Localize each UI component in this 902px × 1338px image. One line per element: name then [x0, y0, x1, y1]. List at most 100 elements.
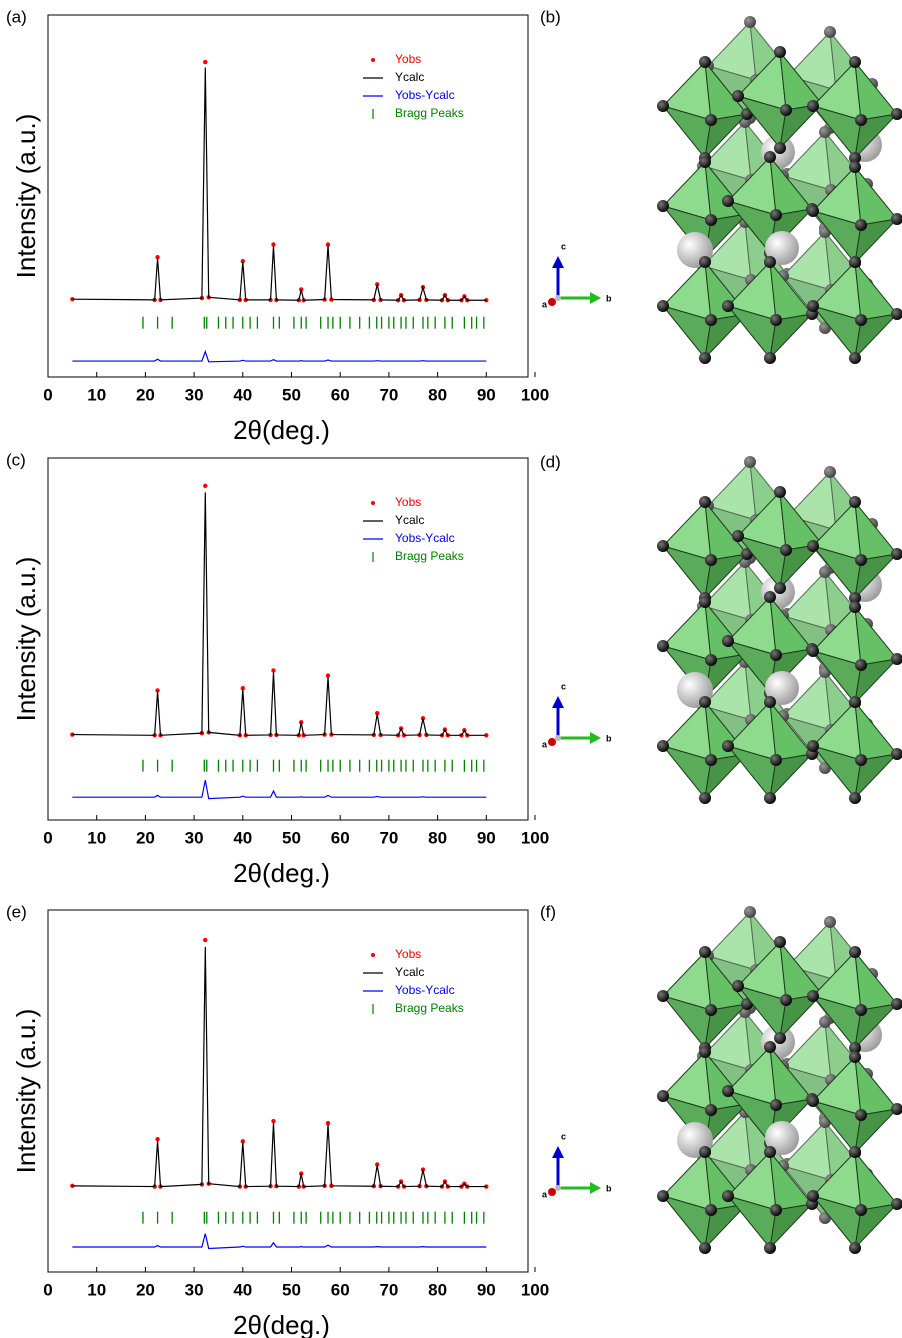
legend-label: Yobs [395, 495, 421, 509]
x-tick-label: 60 [331, 1280, 350, 1299]
plot-frame [47, 909, 529, 1273]
x-tick-label: 90 [477, 1280, 496, 1299]
legend-label: Yobs-Ycalc [395, 531, 455, 545]
axis-label: b [606, 733, 612, 743]
x-tick-label: 80 [428, 828, 447, 847]
x-tick-label: 0 [43, 1280, 52, 1299]
data-point [155, 688, 160, 693]
x-tick-label: 0 [43, 385, 52, 404]
x-tick-label: 60 [331, 828, 350, 847]
series-line [72, 67, 487, 301]
panel-label: (b) [540, 7, 561, 26]
panel-label: (e) [6, 902, 27, 921]
x-tick-label: 40 [233, 385, 252, 404]
legend-marker [371, 953, 375, 957]
panel-label: (d) [540, 452, 561, 471]
data-point [375, 711, 380, 716]
series-line [72, 492, 487, 736]
data-point [271, 668, 276, 673]
x-tick-label: 90 [477, 828, 496, 847]
data-point [299, 720, 304, 725]
x-tick-label: 50 [282, 828, 301, 847]
data-point [271, 1118, 276, 1124]
data-point [203, 59, 208, 65]
structure-panel: (f) c a b [540, 902, 902, 1254]
x-tick-label: 20 [136, 385, 155, 404]
legend-label: Ycalc [395, 513, 424, 527]
x-tick-label: 50 [282, 385, 301, 404]
data-point [240, 1139, 245, 1144]
data-point [420, 1167, 426, 1172]
series-line [72, 349, 487, 363]
axis-label: c [561, 241, 566, 251]
x-tick-label: 80 [428, 1280, 447, 1299]
axis-label: c [561, 681, 566, 691]
crystal-structure [548, 456, 902, 804]
axis-label: b [606, 293, 612, 303]
series-line [72, 1233, 487, 1250]
x-tick-label: 90 [477, 385, 496, 404]
data-point [375, 282, 380, 287]
data-point [325, 1121, 331, 1126]
x-tick-label: 30 [185, 385, 204, 404]
x-tick-label: 100 [521, 385, 549, 404]
y-axis-title: Intensity (a.u.) [11, 114, 41, 279]
legend-marker [371, 501, 375, 505]
chart-panel: (c) 0 10 20 30 40 50 60 70 80 90 100 2θ(deg.) Intensi… [6, 450, 549, 887]
legend-label: Ycalc [395, 70, 424, 84]
plot-frame [47, 14, 529, 378]
x-tick-label: 30 [185, 828, 204, 847]
x-tick-label: 80 [428, 385, 447, 404]
data-point [203, 937, 208, 943]
panel-label: (f) [540, 902, 556, 921]
x-tick-label: 70 [379, 1280, 398, 1299]
y-axis-title: Intensity (a.u.) [11, 1009, 41, 1174]
x-tick-label: 50 [282, 1280, 301, 1299]
data-point [155, 1136, 160, 1142]
series-line [72, 946, 487, 1188]
legend-label: Yobs-Ycalc [395, 88, 455, 102]
axis-label: a [542, 739, 548, 749]
axis-label: c [561, 1131, 566, 1141]
data-point [203, 483, 208, 489]
data-point [325, 673, 331, 678]
legend-label: Bragg Peaks [395, 549, 464, 563]
chart-panel: (e) 0 10 20 30 40 50 60 70 80 90 100 2θ(deg.) Intensi… [6, 902, 549, 1338]
crystal-structure [548, 906, 902, 1254]
x-tick-label: 60 [331, 385, 350, 404]
x-tick-label: 70 [379, 385, 398, 404]
data-point [299, 287, 304, 292]
data-point [271, 242, 276, 247]
data-point [420, 716, 426, 721]
axis-label: a [542, 299, 548, 309]
data-point [299, 1171, 304, 1176]
x-tick-label: 20 [136, 828, 155, 847]
x-tick-label: 100 [521, 1280, 549, 1299]
panel-label: (c) [6, 450, 26, 469]
structure-panel: (b) c a b [540, 7, 902, 364]
x-tick-label: 70 [379, 828, 398, 847]
chart-panel: (a) 0 10 20 30 40 50 60 70 80 90 100 2θ(deg.) Intensi… [6, 7, 549, 444]
axis-label: b [606, 1183, 612, 1193]
x-tick-label: 0 [43, 828, 52, 847]
legend-label: Bragg Peaks [395, 106, 464, 120]
legend-label: Bragg Peaks [395, 1001, 464, 1015]
crystal-structure [548, 16, 902, 364]
data-point [70, 732, 75, 737]
legend-label: Ycalc [395, 965, 424, 979]
legend-label: Yobs [395, 52, 421, 66]
axis-label: a [542, 1189, 548, 1199]
legend-label: Yobs-Ycalc [395, 983, 455, 997]
x-tick-label: 40 [233, 1280, 252, 1299]
data-point [375, 1162, 380, 1167]
structure-panel: (d) c a b [540, 452, 902, 804]
x-tick-label: 10 [87, 828, 106, 847]
data-point [155, 254, 160, 260]
y-axis-title: Intensity (a.u.) [11, 557, 41, 722]
x-tick-label: 30 [185, 1280, 204, 1299]
x-tick-label: 100 [521, 828, 549, 847]
data-point [240, 258, 245, 264]
plot-frame [47, 457, 529, 821]
x-tick-label: 40 [233, 828, 252, 847]
